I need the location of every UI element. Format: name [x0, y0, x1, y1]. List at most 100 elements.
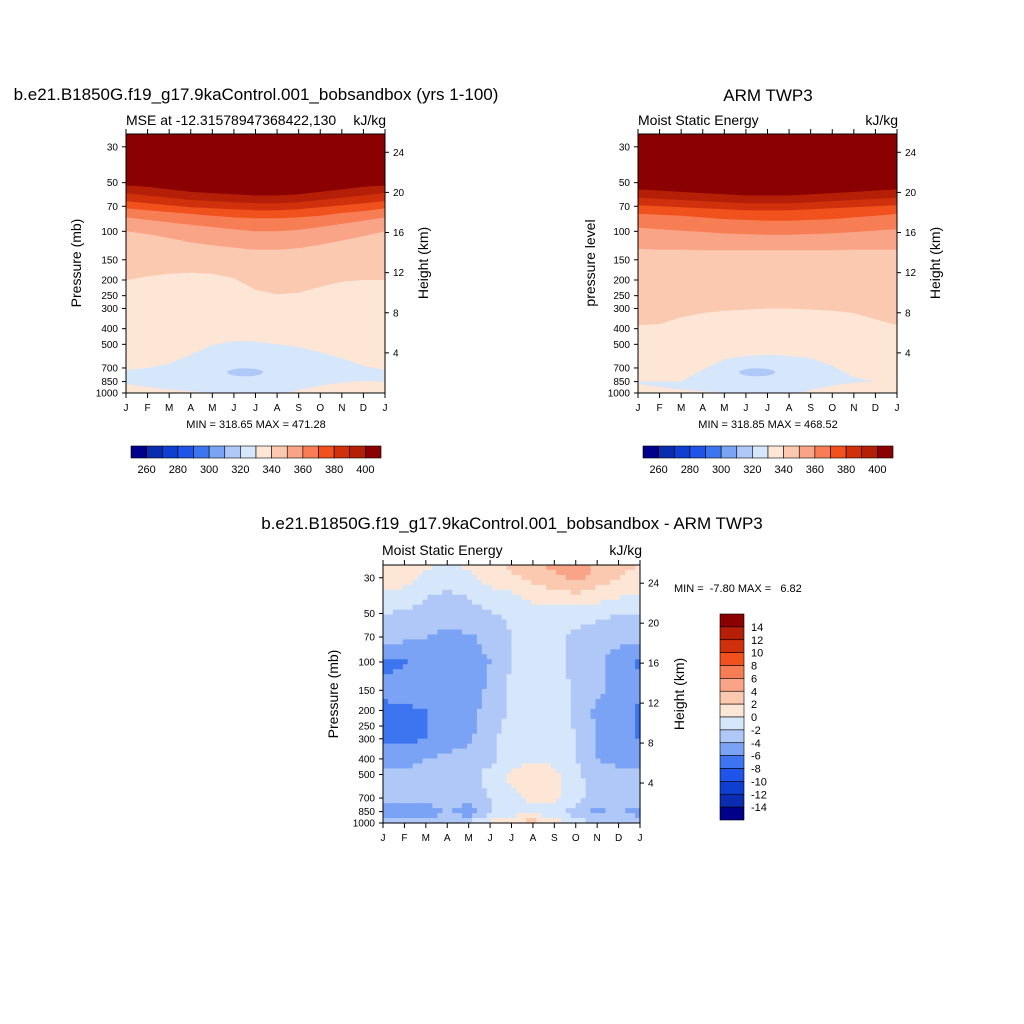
diff-cell: [452, 649, 458, 655]
diff-cell: [511, 579, 518, 586]
diff-cell: [486, 783, 493, 789]
diff-cell: [467, 684, 473, 690]
diff-cell: [610, 634, 616, 641]
colorbar-box: [177, 445, 194, 459]
panel1-minmax: MIN = 318.65 MAX = 471.28: [186, 419, 325, 431]
pressure-tick-label: 250: [613, 291, 630, 302]
diff-cell: [432, 778, 438, 784]
diff-cell: [570, 614, 577, 621]
diff-cell: [531, 644, 537, 650]
diff-cell: [407, 689, 414, 695]
diff-cell: [387, 619, 394, 626]
diff-cell: [615, 743, 621, 750]
diff-cell: [397, 708, 404, 715]
diff-cell: [412, 569, 419, 576]
diff-cell: [437, 679, 443, 685]
diff-cell: [432, 674, 438, 680]
diff-cell: [635, 604, 641, 611]
diff-cell: [417, 818, 424, 824]
diff-cell: [437, 565, 443, 571]
diff-cell: [486, 713, 493, 720]
diff-cell: [575, 748, 582, 755]
diff-cell: [565, 669, 572, 675]
month-tick-label: J: [765, 403, 770, 414]
diff-cell: [412, 803, 419, 809]
diff-cell: [491, 614, 498, 621]
diff-cell: [387, 624, 394, 631]
diff-cell: [442, 644, 448, 650]
diff-cell: [432, 684, 438, 690]
diff-cell: [467, 798, 473, 804]
diff-cell: [496, 624, 503, 631]
diff-cell: [541, 659, 547, 665]
diff-cell: [427, 743, 434, 750]
diff-cell: [615, 748, 621, 755]
diff-cell: [462, 604, 468, 611]
diff-cell: [387, 748, 394, 755]
diff-cell: [402, 793, 409, 799]
diff-cell: [546, 679, 552, 685]
diff-cell: [501, 574, 508, 581]
colorbar-label: 260: [649, 464, 667, 476]
diff-cell: [496, 733, 503, 740]
diff-cell: [462, 783, 468, 789]
diff-cell: [442, 738, 448, 745]
diff-cell: [516, 793, 522, 799]
diff-cell: [501, 773, 508, 779]
diff-cell: [467, 778, 473, 784]
diff-cell: [496, 808, 503, 814]
diff-cell: [501, 634, 508, 641]
diff-cell: [526, 778, 532, 784]
diff-cell: [437, 664, 443, 670]
diff-cell: [585, 773, 592, 779]
diff-cell: [546, 634, 552, 641]
diff-cell: [570, 733, 577, 740]
diff-cell: [620, 644, 626, 650]
diff-cell: [397, 778, 404, 784]
diff-cell: [595, 813, 602, 819]
diff-cell: [610, 788, 616, 794]
diff-cell: [511, 574, 518, 581]
diff-cell: [630, 788, 636, 794]
diff-cell: [595, 803, 602, 809]
diff-cell: [590, 718, 597, 725]
diff-cell: [452, 798, 458, 804]
diff-cell: [551, 669, 557, 675]
diff-cell: [521, 594, 527, 601]
colorbar-box: [719, 716, 745, 731]
diff-cell: [625, 569, 631, 576]
diff-cell: [471, 718, 478, 725]
diff-cell: [555, 649, 562, 655]
diff-cell: [422, 659, 429, 665]
diff-cell: [585, 584, 592, 591]
diff-cell: [432, 728, 438, 735]
diff-cell: [427, 644, 434, 650]
diff-cell: [462, 654, 468, 660]
diff-cell: [437, 813, 443, 819]
diff-cell: [506, 793, 513, 799]
diff-cell: [555, 579, 562, 586]
diff-cell: [570, 634, 577, 641]
diff-cell: [560, 639, 567, 645]
month-tick-label: J: [383, 403, 388, 414]
diff-cell: [565, 753, 572, 760]
diff-cell: [635, 674, 641, 680]
diff-cell: [447, 778, 453, 784]
diff-cell: [531, 584, 537, 591]
diff-cell: [565, 629, 572, 636]
diff-cell: [560, 654, 567, 660]
diff-cell: [630, 768, 636, 774]
diff-cell: [555, 599, 562, 606]
diff-cell: [496, 713, 503, 720]
diff-cell: [585, 763, 592, 770]
diff-cell: [625, 594, 631, 601]
diff-cell: [610, 619, 616, 626]
diff-cell: [605, 818, 611, 824]
diff-cell: [417, 594, 424, 601]
diff-cell: [546, 659, 552, 665]
colorbar-box: [720, 445, 738, 459]
diff-cell: [387, 803, 394, 809]
diff-cell: [471, 574, 478, 581]
diff-cell: [471, 634, 478, 641]
diff-cell: [402, 684, 409, 690]
